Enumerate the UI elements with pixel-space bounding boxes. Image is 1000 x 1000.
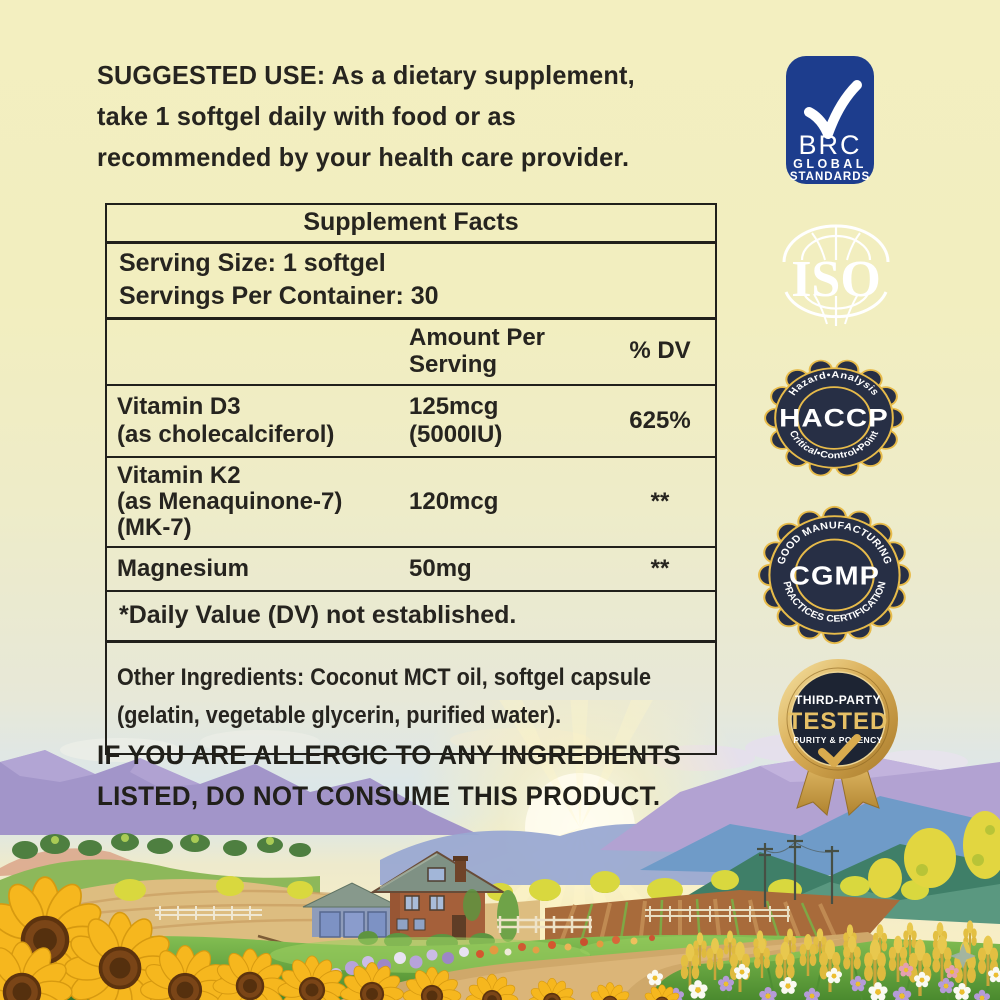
- serving-size: Serving Size: 1 softgel: [119, 249, 386, 277]
- third-party-tested-badge: THIRD-PARTY TESTED PURITY & POTENCY: [772, 655, 904, 828]
- column-headers: Amount Per Serving % DV: [107, 317, 715, 384]
- cgmp-title: CGMP: [789, 561, 880, 590]
- allergy-warning-line: LISTED, DO NOT CONSUME THIS PRODUCT.: [97, 781, 661, 811]
- tested-label: TESTED: [788, 708, 889, 735]
- brc-subtitle: GLOBAL: [793, 157, 867, 171]
- daily-value-footnote: *Daily Value (DV) not established.: [107, 590, 715, 640]
- cgmp-badge: GOOD MANUFACTURING CGMP PRACTICES CERTIF…: [757, 505, 912, 650]
- nutrient-form: (as Menaquinone-7): [117, 488, 343, 515]
- table-row-magnesium: Magnesium 50mg **: [107, 546, 715, 590]
- checkmark-icon: [818, 734, 861, 767]
- allergy-warning-text: IF YOU ARE ALLERGIC TO ANY INGREDIENTS L…: [97, 735, 731, 817]
- nutrient-amount: 50mg: [409, 555, 472, 582]
- suggested-use-line: SUGGESTED USE: As a dietary supplement,: [97, 60, 635, 90]
- nutrient-dv: 625%: [629, 407, 691, 434]
- nutrient-name: Magnesium: [117, 555, 250, 582]
- globe-icon: [782, 224, 890, 326]
- haccp-badge: Hazard•Analysis HACCP Critical•Control•P…: [763, 358, 905, 483]
- nutrient-dv: **: [650, 555, 670, 582]
- suggested-use-line: take 1 softgel daily with food or as: [97, 101, 516, 131]
- brc-global-standards-badge: BRC GLOBAL STANDARDS: [786, 56, 874, 189]
- brc-subtitle: STANDARDS: [790, 171, 870, 183]
- nutrient-form: (as cholecalciferol): [117, 421, 335, 448]
- allergy-warning-line: IF YOU ARE ALLERGIC TO ANY INGREDIENTS: [97, 740, 682, 770]
- table-row-vitamin-k2: Vitamin K2 (as Menaquinone-7) (MK-7) 120…: [107, 456, 715, 546]
- servings-per-container: Servings Per Container: 30: [119, 282, 439, 310]
- suggested-use-text: SUGGESTED USE: As a dietary supplement, …: [97, 55, 718, 178]
- amount-header-line: Serving: [409, 351, 498, 378]
- iso-title: ISO: [791, 251, 881, 308]
- other-ingredients-line: (gelatin, vegetable glycerin, purified w…: [117, 702, 562, 729]
- nutrient-name: Vitamin K2: [117, 462, 241, 489]
- power-lines: [757, 835, 839, 907]
- iso-badge: ISO: [766, 220, 906, 337]
- nutrient-amount: (5000IU): [409, 421, 503, 448]
- other-ingredients: Other Ingredients: Coconut MCT oil, soft…: [107, 640, 715, 753]
- brc-title: BRC: [798, 130, 861, 160]
- farmhouse-illustration: [302, 850, 519, 952]
- sparkle-icon: [950, 943, 976, 969]
- nutrient-amount: 120mcg: [409, 488, 499, 515]
- checkmark-icon: [804, 80, 862, 139]
- supplement-facts-title: Supplement Facts: [303, 208, 519, 236]
- scenery-illustration: [0, 700, 1000, 1000]
- haccp-title: HACCP: [779, 404, 889, 432]
- nutrient-amount: 125mcg: [409, 393, 499, 420]
- suggested-use-line: recommended by your health care provider…: [97, 142, 630, 172]
- third-party-line: THIRD-PARTY: [795, 693, 881, 707]
- table-row-vitamin-d3: Vitamin D3 (as cholecalciferol) 125mcg (…: [107, 384, 715, 456]
- other-ingredients-line: Other Ingredients: Coconut MCT oil, soft…: [117, 664, 652, 691]
- nutrient-form: (MK-7): [117, 514, 192, 541]
- supplement-facts-table: Supplement Facts Serving Size: 1 softgel…: [105, 203, 717, 755]
- sunflowers: [0, 877, 682, 1000]
- purity-potency-label: PURITY & POTENCY: [793, 735, 882, 745]
- nutrient-dv: **: [650, 488, 670, 515]
- dv-header: % DV: [629, 337, 691, 364]
- amount-header-line: Amount Per: [409, 324, 546, 351]
- serving-info: Serving Size: 1 softgel Servings Per Con…: [107, 241, 715, 317]
- nutrient-name: Vitamin D3: [117, 393, 241, 420]
